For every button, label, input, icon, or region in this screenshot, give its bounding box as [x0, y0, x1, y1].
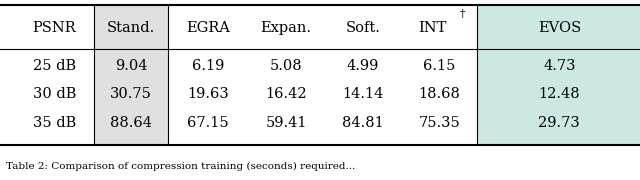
Text: 14.14: 14.14: [342, 87, 383, 102]
Text: 84.81: 84.81: [342, 116, 384, 130]
Text: 67.15: 67.15: [187, 116, 229, 130]
Text: 25 dB: 25 dB: [33, 59, 76, 73]
Text: 30 dB: 30 dB: [33, 87, 76, 102]
Text: Expan.: Expan.: [260, 21, 312, 35]
Text: EVOS: EVOS: [538, 21, 581, 35]
Text: Soft.: Soft.: [346, 21, 380, 35]
Text: 6.15: 6.15: [424, 59, 456, 73]
Text: INT: INT: [418, 21, 446, 35]
Text: 6.19: 6.19: [192, 59, 224, 73]
Text: 4.99: 4.99: [347, 59, 379, 73]
Text: 59.41: 59.41: [266, 116, 307, 130]
Text: EGRA: EGRA: [186, 21, 230, 35]
Bar: [477, 4, 640, 145]
Text: 12.48: 12.48: [538, 87, 580, 102]
Text: 5.08: 5.08: [270, 59, 302, 73]
Text: 75.35: 75.35: [419, 116, 461, 130]
Text: 4.73: 4.73: [543, 59, 575, 73]
Text: 16.42: 16.42: [265, 87, 307, 102]
Text: 88.64: 88.64: [110, 116, 152, 130]
Text: Table 2: Comparison of compression training (seconds) required...: Table 2: Comparison of compression train…: [6, 162, 356, 171]
Bar: [94, 4, 168, 145]
Text: Stand.: Stand.: [107, 21, 156, 35]
Text: 9.04: 9.04: [115, 59, 147, 73]
Text: PSNR: PSNR: [33, 21, 76, 35]
Text: 29.73: 29.73: [538, 116, 580, 130]
Text: 35 dB: 35 dB: [33, 116, 76, 130]
Text: 30.75: 30.75: [110, 87, 152, 102]
Text: †: †: [460, 8, 465, 19]
Text: 18.68: 18.68: [419, 87, 461, 102]
Text: 19.63: 19.63: [187, 87, 229, 102]
